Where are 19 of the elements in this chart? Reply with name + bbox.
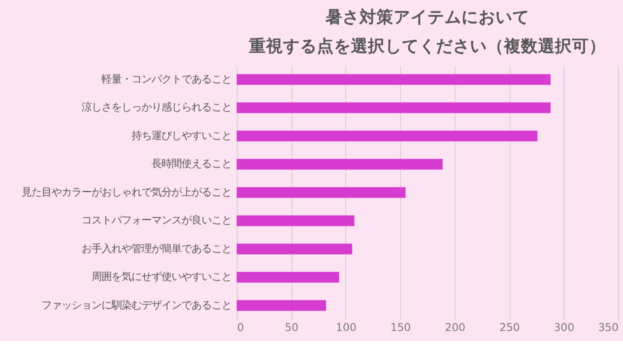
- x-tick-label: 0: [237, 320, 244, 334]
- text: 暑さ対策アイテムにおいて: [325, 7, 530, 26]
- y-tick-label: 軽量・コンパクトであること: [101, 73, 232, 86]
- y-tick-label: 見た目やカラーがおしゃれで気分が上がること: [21, 186, 232, 198]
- x-tick-label: 250: [499, 320, 520, 334]
- x-tick-label: 350: [598, 320, 619, 334]
- y-tick-label: お手入れや管理が簡単であること: [81, 242, 232, 255]
- x-tick-label: 300: [554, 320, 575, 334]
- x-tick-label: 150: [390, 320, 412, 334]
- y-tick-label: 持ち運びしやすいこと: [131, 130, 232, 142]
- y-tick-label: 周囲を気にせず使いやすいこと: [91, 271, 232, 284]
- y-tick-label: ファッションに馴染むデザインであること: [41, 299, 232, 312]
- x-tick-label: 100: [336, 320, 357, 334]
- x-tick-label: 200: [444, 320, 466, 334]
- text: 重視する点を選択してください（複数選択可）: [248, 36, 606, 56]
- x-tick-label: 50: [284, 320, 299, 334]
- y-tick-label: 長時間使えること: [151, 158, 232, 170]
- y-tick-label: 涼しさをしっかり感じられること: [81, 102, 232, 114]
- y-tick-label: コストパフォーマンスが良いこと: [81, 214, 232, 227]
